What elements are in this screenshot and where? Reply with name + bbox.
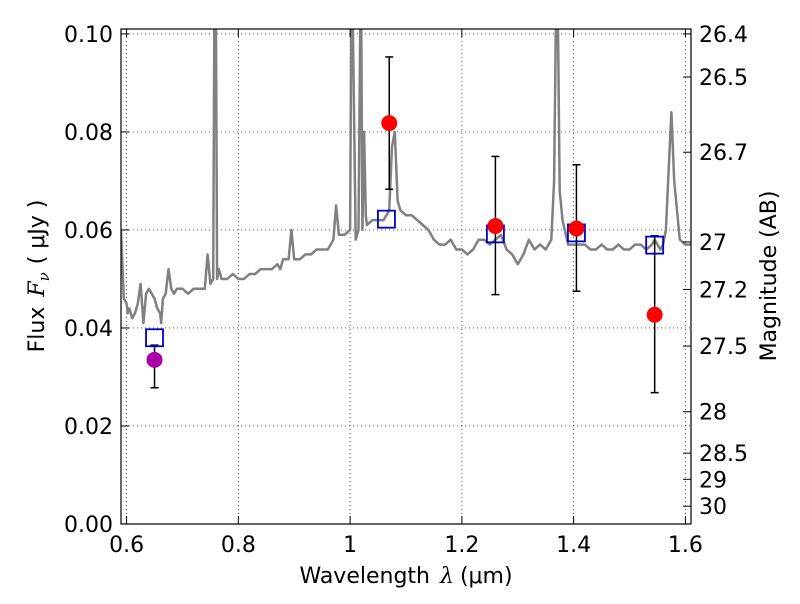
model-photometry-markers (145, 209, 665, 348)
y-tick-label: 0.04 (64, 317, 113, 342)
x-tick-label: 1.4 (556, 533, 591, 558)
spectrum-line (121, 29, 691, 325)
observed-point (487, 218, 504, 235)
model-point (645, 235, 665, 255)
right-tick-label: 27.5 (699, 335, 748, 360)
right-tick-label: 28 (699, 401, 727, 426)
right-tick-label: 30 (699, 495, 727, 520)
y-tick-label: 0.06 (64, 219, 113, 244)
plot-area (121, 29, 691, 394)
x-tick-label: 1.2 (444, 533, 479, 558)
model-point (377, 209, 396, 229)
y-axis-label: FluxFν( μJy ) (25, 200, 53, 353)
y-tick-label: 0.00 (64, 513, 113, 538)
x-tick-label: 0.8 (221, 533, 256, 558)
x-axis-label: Wavelength λ (μm) (299, 564, 512, 589)
x-tick-label: 1.6 (668, 533, 703, 558)
right-axis-label: Magnitude (AB) (757, 191, 782, 362)
model-point (145, 328, 164, 348)
x-tick-label: 1 (343, 533, 357, 558)
observed-point (146, 351, 163, 368)
x-tick-label: 0.6 (109, 533, 144, 558)
right-tick-label: 28.5 (699, 442, 748, 467)
plot-frame (120, 28, 692, 525)
observed-photometry-markers (146, 115, 663, 368)
y-tick-label: 0.02 (64, 415, 113, 440)
right-tick-label: 26.5 (699, 66, 748, 91)
y-tick-label: 0.08 (64, 121, 113, 146)
observed-point (646, 306, 663, 323)
y-axis-ticks: 0.00 0.02 0.04 0.06 0.08 0.10 (64, 23, 129, 538)
right-tick-label: 26.7 (699, 141, 748, 166)
right-tick-label: 27 (699, 231, 727, 256)
y-tick-label: 0.10 (64, 23, 113, 48)
observed-point (568, 220, 585, 237)
right-tick-label: 27.2 (699, 278, 748, 303)
observed-point (381, 115, 398, 132)
model-spectrum (121, 29, 691, 325)
x-axis-ticks: 0.6 0.8 1 1.2 1.4 1.6 (109, 29, 703, 558)
right-tick-label: 29 (699, 468, 727, 493)
right-tick-label: 26.4 (699, 23, 748, 48)
